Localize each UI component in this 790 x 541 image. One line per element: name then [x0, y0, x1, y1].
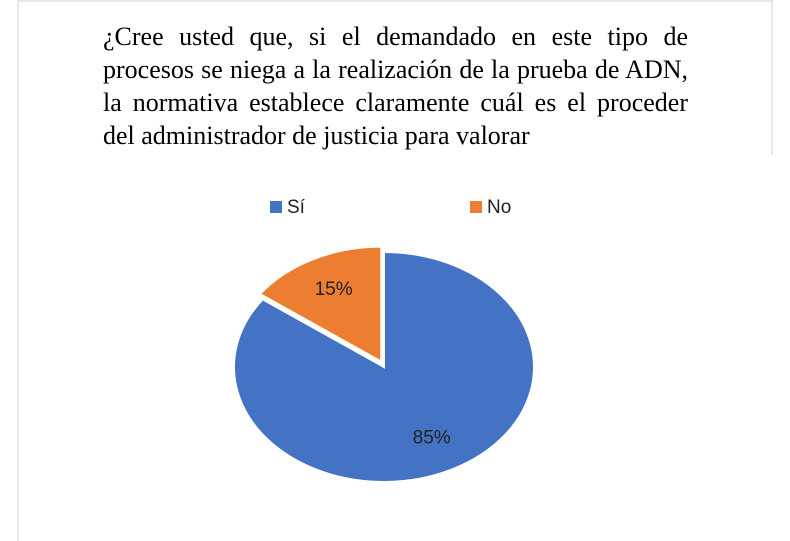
pie-slice — [233, 250, 535, 483]
legend-swatch — [470, 201, 482, 213]
legend-label: Sí — [287, 197, 306, 218]
pie-slice — [258, 245, 383, 364]
chart-title: ¿Cree usted que, si el demandado en este… — [103, 22, 688, 150]
data-label: 85% — [413, 428, 451, 449]
legend-swatch — [270, 201, 282, 213]
data-label: 15% — [315, 279, 353, 300]
legend-label: No — [487, 197, 511, 218]
